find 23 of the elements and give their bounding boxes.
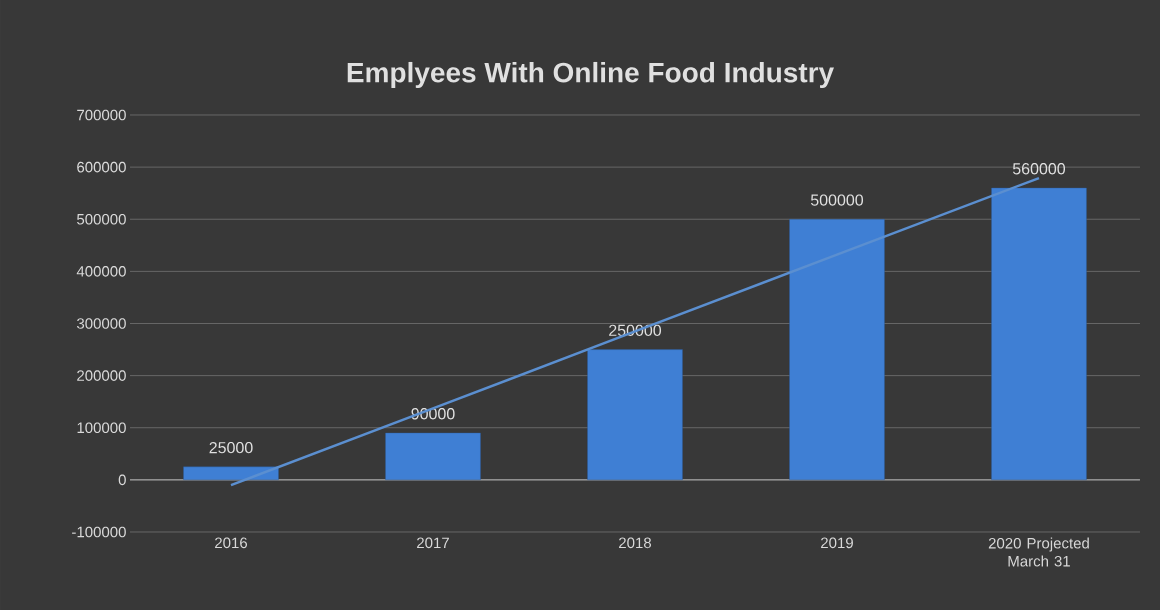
data-label: 560000	[1012, 163, 1066, 175]
y-tick-label: 0	[118, 474, 126, 486]
data-label: 25000	[209, 441, 253, 454]
data-label: 500000	[810, 194, 864, 206]
y-tick-label: 400000	[76, 266, 126, 277]
bar	[385, 432, 481, 481]
x-tick-label: 2017	[417, 537, 449, 549]
chart-title: Emplyees With Online Food Industry	[347, 61, 834, 89]
x-tick-label: 2018	[619, 537, 652, 549]
y-tick-label: 200000	[77, 370, 126, 381]
y-tick-label: 700000	[77, 109, 126, 121]
bar	[587, 349, 683, 481]
bar	[183, 466, 279, 481]
bar	[991, 187, 1087, 481]
x-tick-label: 2019	[821, 537, 853, 549]
y-tick-label: -100000	[72, 526, 126, 538]
y-tick-label: 300000	[76, 318, 126, 329]
y-tick-label: 100000	[77, 422, 126, 434]
y-tick-label: 600000	[77, 161, 126, 173]
bar	[789, 219, 885, 481]
x-tick-label: 2016	[215, 537, 248, 549]
y-tick-label: 500000	[77, 213, 126, 225]
x-tick-label: 2020 Projected March 31	[988, 537, 1089, 567]
